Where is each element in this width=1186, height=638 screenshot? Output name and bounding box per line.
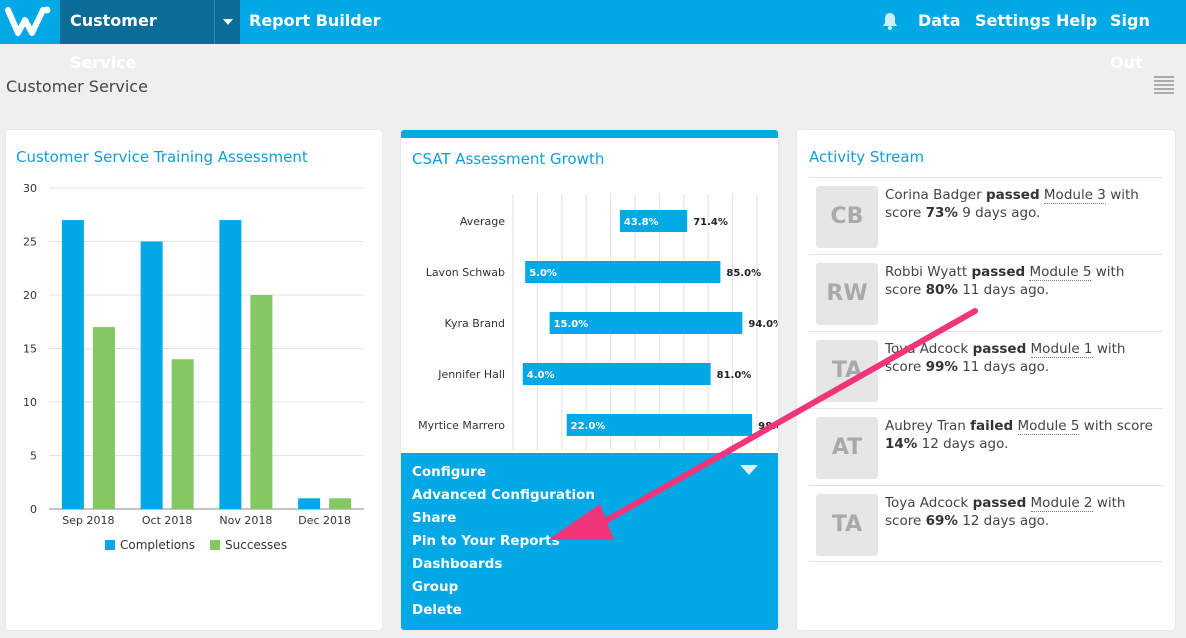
start-value-label: 5.0% [529, 268, 557, 279]
bar-completions [61, 220, 84, 509]
settings-link[interactable]: Settings [975, 11, 1051, 30]
module-link[interactable]: Module 1 [1030, 341, 1093, 358]
card-title[interactable]: Customer Service Training Assessment [16, 148, 308, 166]
x-tick-label: Sep 2018 [62, 514, 114, 527]
card-title[interactable]: CSAT Assessment Growth [412, 150, 605, 168]
avatar[interactable]: RW [816, 263, 878, 325]
workspace-dropdown-chevron-icon[interactable] [214, 0, 240, 44]
start-value-label: 4.0% [527, 370, 555, 381]
legend-label: Successes [225, 538, 287, 552]
list-view-icon[interactable] [1154, 76, 1174, 94]
workspace-tab-active[interactable]: Customer Service [60, 0, 214, 72]
menu-item-pin-to-your-reports[interactable]: Pin to Your Reports [412, 533, 560, 549]
start-value-label: 22.0% [571, 421, 606, 432]
end-value-label: 98.0% [758, 421, 778, 432]
x-tick-label: Dec 2018 [298, 514, 351, 527]
activity-text: Toya Adcock passed Module 1 with score 9… [885, 341, 1126, 375]
activity-text: Robbi Wyatt passed Module 5 with score 8… [885, 264, 1125, 298]
page-title: Customer Service [6, 77, 148, 96]
category-label: Jennifer Hall [437, 368, 505, 381]
bar-successes [329, 498, 352, 509]
end-value-label: 94.0% [748, 319, 778, 330]
range-bar [525, 261, 721, 283]
activity-stream-card: Activity Stream CB Corina Badger passed … [797, 130, 1175, 630]
end-value-label: 85.0% [726, 268, 761, 279]
avatar[interactable]: TA [816, 494, 878, 556]
activity-text: Corina Badger passed Module 3 with score… [885, 187, 1139, 221]
bar-completions [298, 498, 321, 509]
category-label: Kyra Brand [445, 317, 505, 330]
module-link[interactable]: Module 5 [1029, 264, 1092, 281]
menu-item-delete[interactable]: Delete [412, 602, 462, 618]
category-label: Lavon Schwab [426, 266, 505, 279]
category-label: Myrtice Marrero [418, 419, 505, 432]
activity-item: RW Robbi Wyatt passed Module 5 with scor… [809, 254, 1163, 331]
legend-swatch [210, 540, 220, 550]
activity-text: Toya Adcock passed Module 2 with score 6… [885, 495, 1126, 529]
menu-item-share[interactable]: Share [412, 510, 457, 526]
activity-item: TA Toya Adcock passed Module 2 with scor… [809, 485, 1163, 562]
activity-item: AT Aubrey Tran failed Module 5 with scor… [809, 408, 1163, 485]
app-logo-icon[interactable] [0, 0, 60, 44]
card-title[interactable]: Activity Stream [809, 148, 925, 166]
collapse-chevron-icon[interactable] [740, 465, 758, 475]
bar-successes [171, 359, 194, 509]
y-tick-label: 20 [23, 289, 37, 302]
training-bar-chart: 0 5 10 15 20 25 30 Sep 2018 Oct 2018 Nov 2018 Dec … [23, 182, 364, 552]
y-tick-label: 30 [23, 182, 37, 195]
start-value-label: 15.0% [554, 319, 589, 330]
activity-text: Aubrey Tran failed Module 5 with score 1… [885, 418, 1153, 452]
bar-completions [219, 220, 242, 509]
avatar[interactable]: CB [816, 186, 878, 248]
x-tick-label: Oct 2018 [142, 514, 193, 527]
range-bar [619, 210, 688, 232]
bar-successes [92, 327, 115, 509]
bar-successes [250, 295, 273, 509]
module-link[interactable]: Module 3 [1043, 187, 1106, 204]
avatar[interactable]: AT [816, 417, 878, 479]
activity-item: CB Corina Badger passed Module 3 with sc… [809, 177, 1163, 254]
avatar[interactable]: TA [816, 340, 878, 402]
menu-item-group[interactable]: Group [412, 579, 459, 595]
x-tick-label: Nov 2018 [219, 514, 272, 527]
start-value-label: 43.8% [624, 217, 659, 228]
y-tick-label: 15 [23, 343, 37, 356]
activity-item: TA Toya Adcock passed Module 1 with scor… [809, 331, 1163, 408]
y-tick-label: 0 [30, 503, 37, 516]
legend-swatch [105, 540, 115, 550]
module-link[interactable]: Module 5 [1017, 418, 1080, 435]
bell-icon[interactable] [882, 12, 898, 30]
top-navigation-bar: Customer Service Report Builder Data Set… [0, 0, 1186, 72]
legend-label: Completions [120, 538, 195, 552]
end-value-label: 81.0% [717, 370, 752, 381]
csat-range-chart: Average 43.8% 71.4% Lavon Schwab 5.0% 85.0% Ky… [418, 194, 778, 450]
menu-item-dashboards[interactable]: Dashboards [412, 556, 503, 572]
widget-options-menu: Configure Advanced Configuration Share P… [401, 453, 778, 630]
training-assessment-card: Customer Service Training Assessment 0 5 1… [6, 130, 382, 630]
y-tick-label: 25 [23, 236, 37, 249]
help-link[interactable]: Help [1056, 11, 1098, 30]
module-link[interactable]: Module 2 [1030, 495, 1093, 512]
y-tick-label: 5 [30, 450, 37, 463]
report-builder-link[interactable]: Report Builder [249, 11, 381, 30]
menu-item-advanced-configuration[interactable]: Advanced Configuration [412, 487, 595, 503]
bar-completions [140, 241, 163, 509]
category-label: Average [460, 215, 505, 228]
data-link[interactable]: Data [918, 11, 961, 30]
y-tick-label: 10 [23, 396, 37, 409]
menu-item-configure[interactable]: Configure [412, 464, 486, 480]
sign-out-link[interactable]: Sign Out [1110, 11, 1150, 72]
end-value-label: 71.4% [693, 217, 728, 228]
